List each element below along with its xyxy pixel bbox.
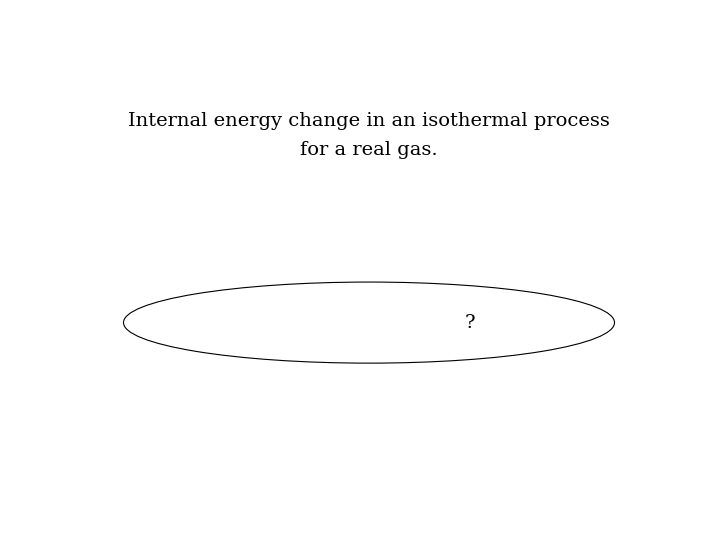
Text: Internal energy change in an isothermal process: Internal energy change in an isothermal … — [128, 112, 610, 130]
Ellipse shape — [124, 282, 615, 363]
Text: for a real gas.: for a real gas. — [300, 141, 438, 159]
Text: ?: ? — [464, 314, 474, 333]
